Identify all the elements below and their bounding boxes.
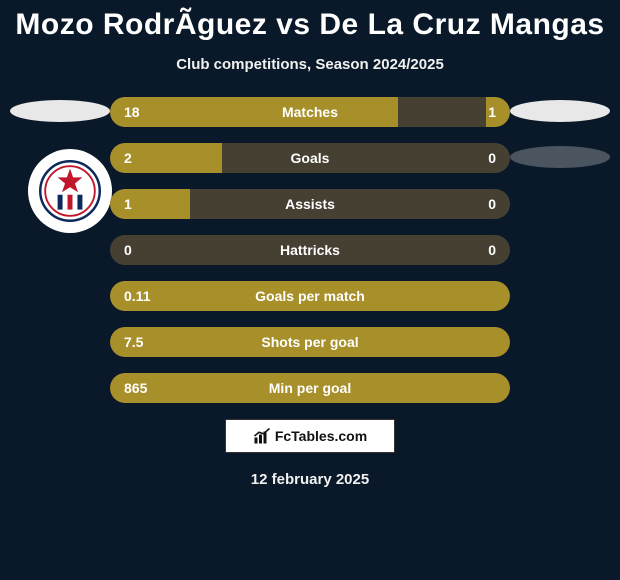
stat-bar-row: 18 1 Matches	[110, 97, 510, 127]
bar-label: Min per goal	[269, 380, 351, 396]
bar-label: Hattricks	[280, 242, 340, 258]
bar-value-left: 865	[124, 380, 147, 396]
club-badge-left	[28, 149, 112, 233]
bar-value-right: 1	[488, 104, 496, 120]
bar-value-right: 0	[488, 242, 496, 258]
bar-label: Assists	[285, 196, 335, 212]
stat-bar-row: 1 0 Assists	[110, 189, 510, 219]
stat-bar-row: 0.11 Goals per match	[110, 281, 510, 311]
brand-text: FcTables.com	[275, 428, 367, 444]
bar-value-left: 0	[124, 242, 132, 258]
player-badge-right-placeholder-2	[510, 146, 610, 168]
club-crest-icon	[39, 160, 101, 222]
brand-chart-icon	[253, 427, 271, 445]
stat-bar-row: 7.5 Shots per goal	[110, 327, 510, 357]
bar-value-right: 0	[488, 150, 496, 166]
subtitle: Club competitions, Season 2024/2025	[0, 56, 620, 73]
stat-bar-row: 2 0 Goals	[110, 143, 510, 173]
date-text: 12 february 2025	[0, 471, 620, 488]
page-title: Mozo RodrÃ­guez vs De La Cruz Mangas	[0, 0, 620, 42]
bar-fill-left	[110, 97, 398, 127]
bar-value-left: 2	[124, 150, 132, 166]
brand-badge: FcTables.com	[225, 419, 395, 453]
bar-value-left: 1	[124, 196, 132, 212]
bar-label: Shots per goal	[261, 334, 358, 350]
bar-label: Goals	[291, 150, 330, 166]
bar-value-left: 0.11	[124, 288, 150, 304]
comparison-area: 18 1 Matches 2 0 Goals 1 0 Assists 0 0 Hattricks 0.1…	[0, 97, 620, 403]
bar-fill-left	[110, 189, 190, 219]
stat-bar-row: 0 0 Hattricks	[110, 235, 510, 265]
bar-label: Matches	[282, 104, 338, 120]
player-badge-right-placeholder-1	[510, 100, 610, 122]
stat-bars: 18 1 Matches 2 0 Goals 1 0 Assists 0 0 Hattricks 0.1…	[110, 97, 510, 403]
bar-label: Goals per match	[255, 288, 365, 304]
bar-value-right: 0	[488, 196, 496, 212]
bar-value-left: 18	[124, 104, 140, 120]
stat-bar-row: 865 Min per goal	[110, 373, 510, 403]
bar-value-left: 7.5	[124, 334, 143, 350]
player-badge-left-placeholder	[10, 100, 110, 122]
